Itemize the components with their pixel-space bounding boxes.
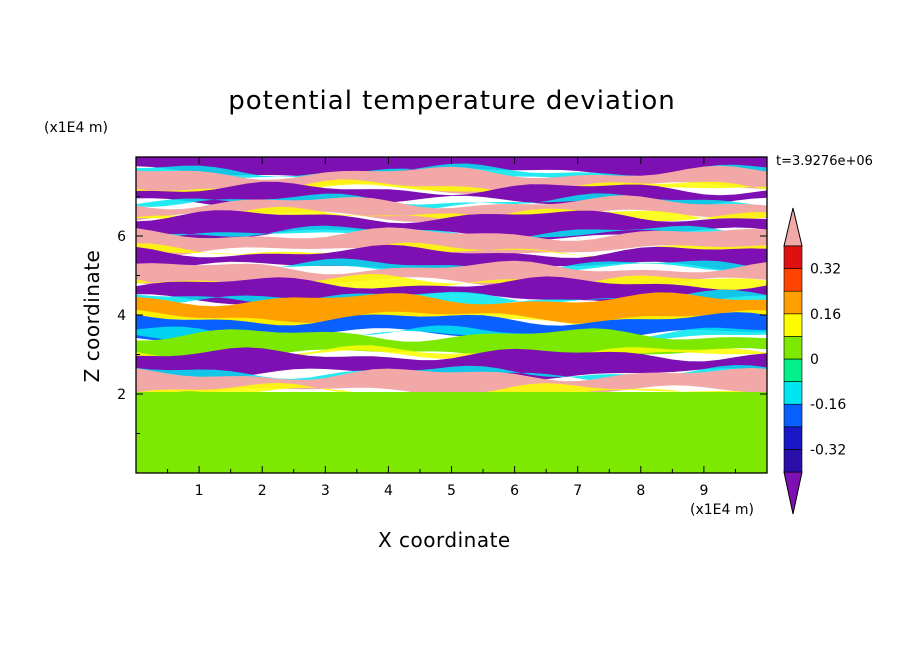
y-tick-label: 4 [117,308,126,324]
contour-fringe [136,345,767,363]
contour-fringe [136,382,767,401]
x-tick-label: 6 [510,483,519,499]
contour-layer [136,244,767,275]
colorbar-segment [783,426,803,450]
colorbar-segment [783,268,803,292]
x-axis-label: X coordinate [378,528,511,552]
x-unit-label: (x1E4 m) [690,502,754,518]
time-label: t=3.9276e+06 [776,154,873,169]
x-tick-label: 1 [195,483,204,499]
x-axis-ticks: 1 2 3 4 5 6 7 8 9 [167,157,736,499]
contour-blob [150,391,229,429]
contour-layer [136,368,767,399]
chart-title: potential temperature deviation [228,86,676,116]
colorbar-tick-label: 0.32 [810,262,841,278]
colorbar-extend-min [783,471,803,515]
y-axis-ticks: 2 4 6 [117,196,767,434]
colorbar-segment [783,336,803,360]
contour-blob [239,419,347,444]
colorbar-segment [783,403,803,428]
contour-fringe [136,258,767,276]
contour-fringe [136,289,767,309]
contour-layer [136,210,767,241]
y-unit-label: (x1E4 m) [44,120,108,136]
colorbar-extend-max [783,207,803,247]
x-tick-label: 8 [636,483,645,499]
colorbar-tick-label: 0 [810,352,819,368]
x-tick-label: 7 [573,483,582,499]
x-tick-label: 5 [447,483,456,499]
contour-layer [136,347,767,381]
colorbar-segment [783,449,803,473]
colorbar-tick-label: 0.16 [810,307,841,323]
contour-field [136,157,767,473]
colorbar-segment [783,381,803,405]
colorbar: 0.32 0.16 0 -0.16 -0.32 [783,207,846,515]
contour-layer [136,195,767,222]
contour-blob [482,409,565,430]
x-tick-label: 3 [321,483,330,499]
x-tick-label: 9 [699,483,708,499]
contour-blob [357,391,489,437]
contour-layer [136,292,767,326]
colorbar-segment [783,358,803,382]
colorbar-tick-label: -0.32 [810,442,846,458]
colorbar-segment [783,245,803,269]
colorbar-tick-label: -0.16 [810,397,846,413]
contour-layer [136,227,767,258]
colorbar-segment [783,313,803,337]
x-tick-label: 4 [384,483,393,499]
x-tick-label: 2 [258,483,267,499]
colorbar-segment [783,290,803,315]
y-tick-label: 2 [117,387,126,403]
y-tick-label: 6 [117,229,126,245]
contour-blob [569,427,630,465]
contour-blob [650,400,750,440]
